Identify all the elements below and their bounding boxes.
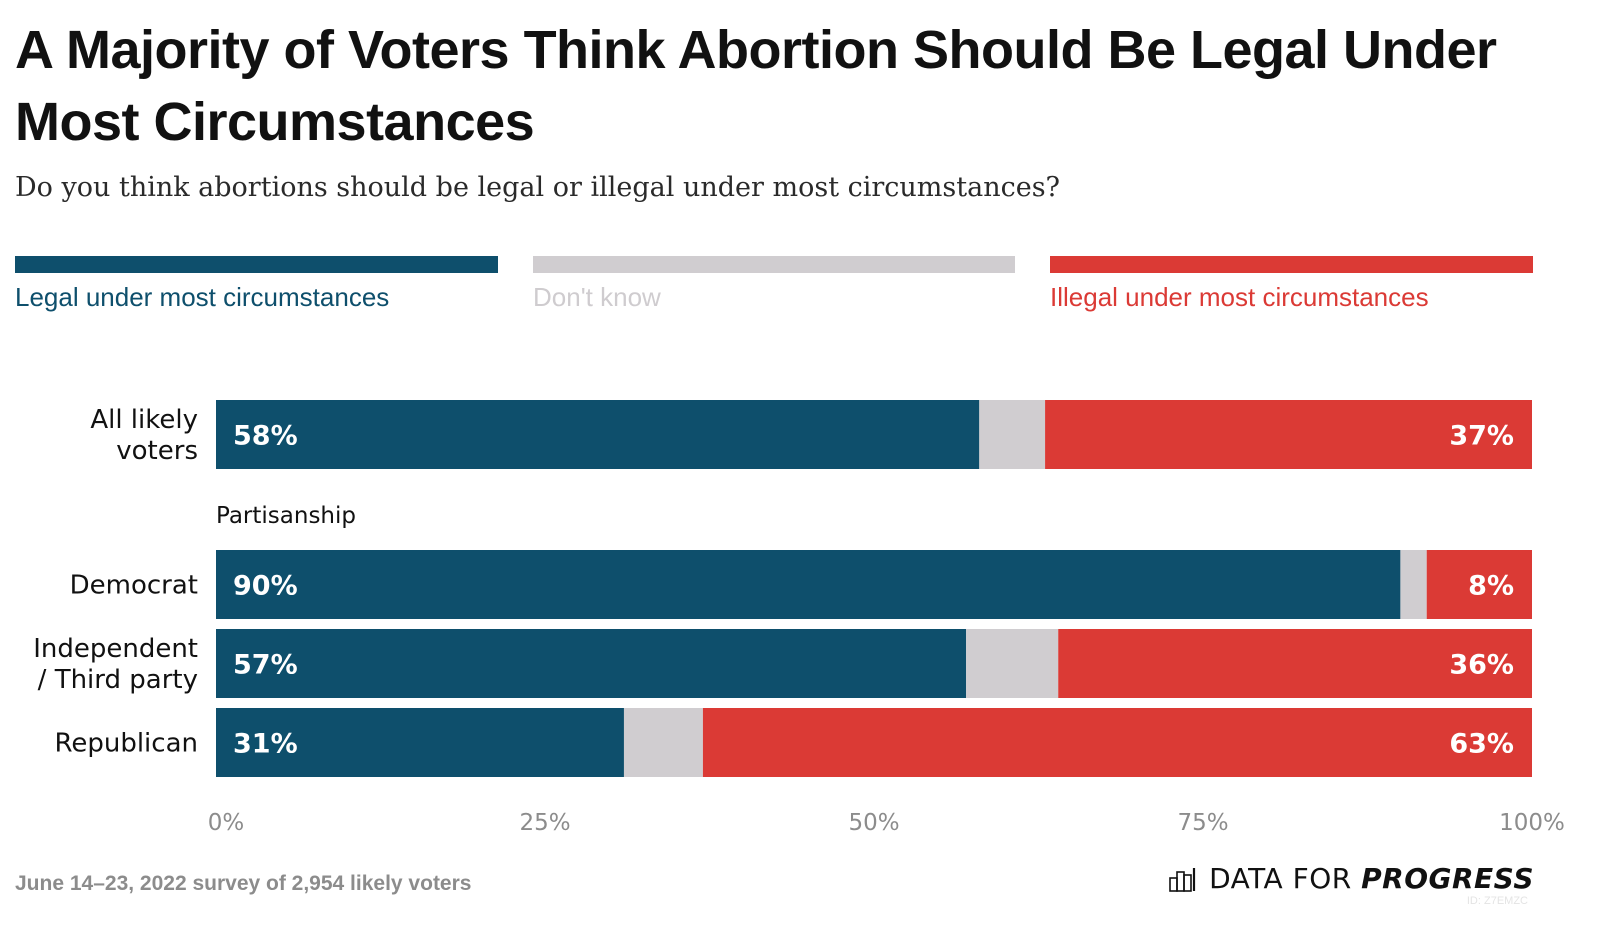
bar-segment-illegal-under-most-circumstances	[1426, 550, 1532, 619]
x-tick-label: 0%	[208, 810, 245, 836]
legend-label-legal: Legal under most circumstances	[15, 282, 390, 312]
bar-segment-legal-under-most-circumstances	[216, 400, 980, 469]
category-label: Republican	[54, 729, 198, 759]
x-tick-label: 75%	[1177, 810, 1228, 836]
legend-item-dont-know: Don't know	[533, 256, 1015, 313]
brand-name: DATA FOR PROGRESS	[1209, 862, 1534, 895]
data-label: 58%	[233, 421, 298, 452]
bar-segment-illegal-under-most-circumstances	[1058, 629, 1532, 698]
bar-segment-don-t-know	[1400, 550, 1427, 619]
chart-id: ID: Z7EMZC	[1466, 895, 1528, 907]
bar-segment-don-t-know	[966, 629, 1059, 698]
data-label: 90%	[233, 571, 298, 602]
chart-title: A Majority of Voters Think Abortion Shou…	[15, 20, 1497, 152]
legend-label-dont-know: Don't know	[533, 282, 661, 312]
bar-segment-legal-under-most-circumstances	[216, 629, 967, 698]
bar-segment-illegal-under-most-circumstances	[1045, 400, 1532, 469]
data-label: 57%	[233, 650, 298, 681]
chart-subtitle: Do you think abortions should be legal o…	[15, 172, 1061, 203]
legend-label-illegal: Illegal under most circumstances	[1050, 282, 1429, 312]
brand-name-bold: PROGRESS	[1361, 862, 1534, 895]
category-label: Democrat	[70, 571, 198, 601]
brand-name-light: DATA FOR	[1209, 862, 1362, 895]
legend-swatch-legal	[15, 256, 498, 273]
bar-segment-don-t-know	[979, 400, 1046, 469]
bar-row-independent-third-party: 57% 36% Independent/ Third party	[33, 629, 1532, 698]
bar-segment-legal-under-most-circumstances	[216, 708, 624, 777]
bar-row-democrat: 90% 8% Democrat	[70, 550, 1532, 619]
category-label: Independent	[33, 634, 198, 664]
x-tick-label: 100%	[1499, 810, 1565, 836]
data-label: 36%	[1449, 650, 1514, 681]
bar-segment-don-t-know	[623, 708, 703, 777]
legend-item-illegal: Illegal under most circumstances	[1050, 256, 1533, 313]
x-tick-label: 50%	[848, 810, 899, 836]
legend-swatch-illegal	[1050, 256, 1533, 273]
legend-item-legal: Legal under most circumstances	[15, 256, 498, 313]
data-label: 37%	[1449, 421, 1514, 452]
data-label: 63%	[1449, 729, 1514, 760]
data-label: 31%	[233, 729, 298, 760]
category-label: All likely	[90, 405, 198, 435]
bar-row-republican: 31% 63% Republican	[54, 708, 1532, 777]
brand-logo: DATA FOR PROGRESS	[1169, 862, 1534, 895]
category-label: / Third party	[38, 665, 198, 695]
bar-segment-illegal-under-most-circumstances	[702, 708, 1532, 777]
survey-note: June 14–23, 2022 survey of 2,954 likely …	[15, 872, 472, 895]
bar-chart-icon	[1169, 867, 1196, 892]
group-label-partisanship: Partisanship	[216, 503, 356, 529]
legend-swatch-dont-know	[533, 256, 1015, 273]
category-label: voters	[116, 436, 198, 466]
x-tick-label: 25%	[519, 810, 570, 836]
bar-segment-legal-under-most-circumstances	[216, 550, 1401, 619]
data-label: 8%	[1468, 571, 1514, 602]
